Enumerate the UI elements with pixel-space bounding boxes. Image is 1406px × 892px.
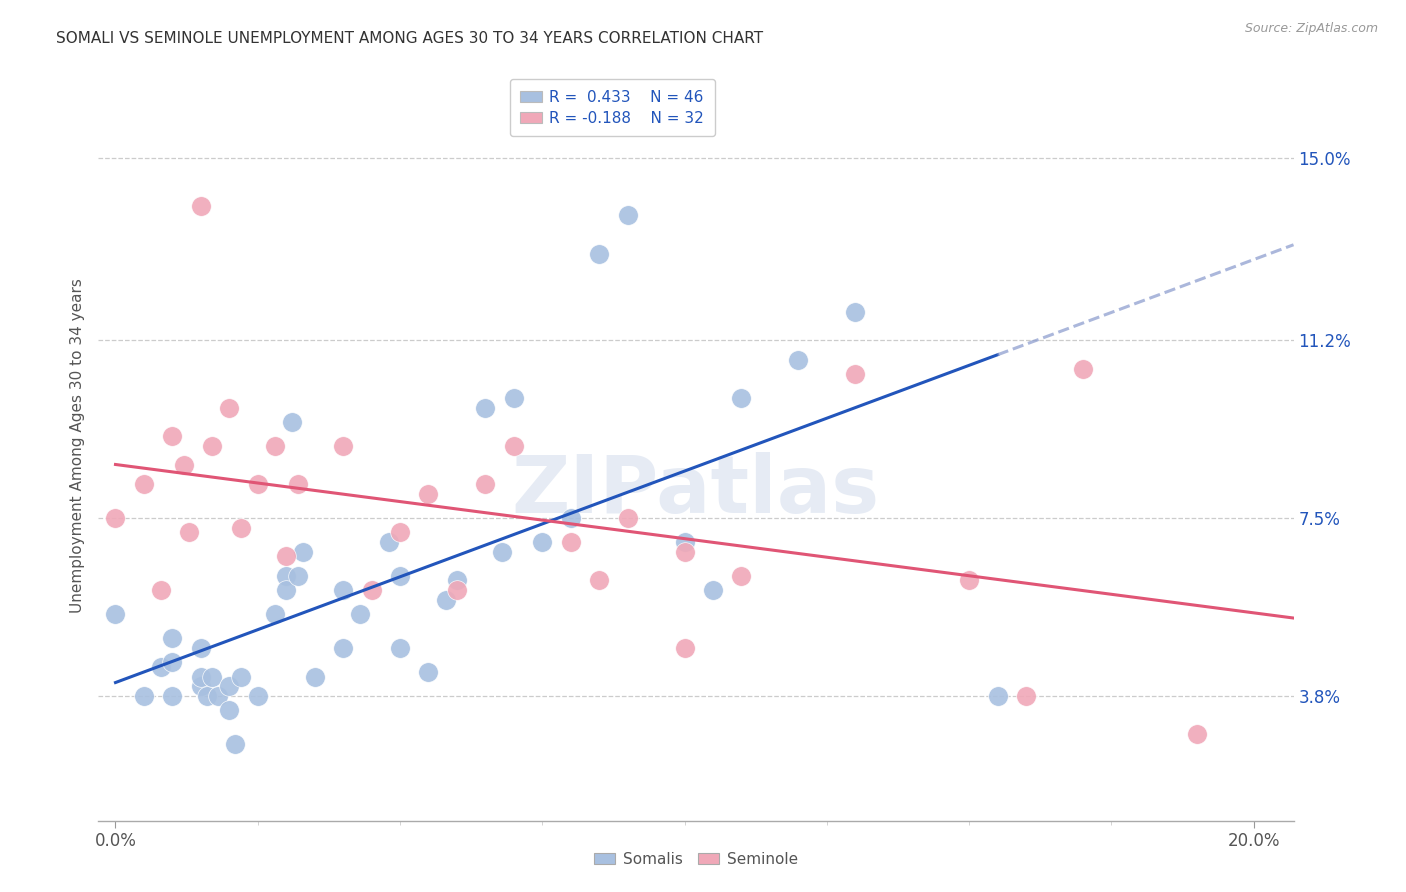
Point (844, 367, 866, 381)
Point (287, 568, 309, 582)
Point (195, 689, 218, 703)
Point (389, 640, 412, 655)
Point (229, 521, 252, 535)
Point (673, 544, 696, 558)
Point (218, 401, 240, 415)
Point (104, 607, 127, 621)
Point (263, 607, 285, 621)
Point (332, 640, 354, 655)
Point (276, 549, 298, 564)
Point (377, 535, 399, 549)
Point (418, 665, 440, 679)
Point (332, 583, 354, 598)
Point (560, 535, 582, 549)
Text: Source: ZipAtlas.com: Source: ZipAtlas.com (1244, 22, 1378, 36)
Point (418, 487, 440, 501)
Point (190, 640, 212, 655)
Point (263, 439, 285, 453)
Point (616, 511, 638, 525)
Point (474, 401, 496, 415)
Point (276, 583, 298, 598)
Point (1015, 689, 1038, 703)
Point (474, 477, 496, 491)
Point (673, 535, 696, 549)
Text: SOMALI VS SEMINOLE UNEMPLOYMENT AMONG AGES 30 TO 34 YEARS CORRELATION CHART: SOMALI VS SEMINOLE UNEMPLOYMENT AMONG AG… (56, 31, 763, 46)
Point (287, 477, 309, 491)
Point (588, 247, 610, 261)
Point (173, 458, 195, 473)
Point (190, 199, 212, 213)
Point (588, 574, 610, 588)
Point (349, 607, 371, 621)
Point (502, 439, 524, 453)
Point (434, 592, 457, 607)
Point (162, 689, 184, 703)
Point (673, 640, 696, 655)
Point (702, 583, 724, 598)
Point (162, 655, 184, 669)
Point (389, 568, 412, 582)
Point (531, 535, 554, 549)
Point (150, 583, 173, 598)
Point (446, 583, 468, 598)
Point (162, 631, 184, 645)
Point (179, 525, 201, 540)
Point (730, 568, 752, 582)
Point (292, 544, 315, 558)
Point (502, 391, 524, 405)
Point (150, 660, 173, 674)
Point (560, 511, 582, 525)
Point (360, 583, 382, 598)
Point (281, 415, 304, 429)
Point (207, 689, 229, 703)
Point (844, 304, 866, 318)
Point (190, 679, 212, 693)
Legend: Somalis, Seminole: Somalis, Seminole (588, 846, 804, 873)
Point (730, 391, 752, 405)
Point (201, 669, 224, 683)
Point (1185, 727, 1208, 741)
Point (491, 544, 513, 558)
Point (132, 477, 155, 491)
Point (332, 439, 354, 453)
Point (201, 439, 224, 453)
Point (987, 689, 1010, 703)
Point (218, 679, 240, 693)
Point (224, 737, 246, 751)
Point (218, 703, 240, 717)
Point (787, 352, 810, 367)
Point (229, 669, 252, 683)
Point (389, 525, 412, 540)
Point (304, 669, 326, 683)
Point (132, 689, 155, 703)
Point (276, 568, 298, 582)
Point (246, 477, 269, 491)
Y-axis label: Unemployment Among Ages 30 to 34 years: Unemployment Among Ages 30 to 34 years (69, 278, 84, 614)
Point (104, 511, 127, 525)
Point (616, 209, 638, 223)
Point (1071, 362, 1094, 376)
Point (190, 669, 212, 683)
Point (957, 574, 980, 588)
Point (446, 574, 468, 588)
Text: ZIPatlas: ZIPatlas (512, 452, 880, 530)
Point (246, 689, 269, 703)
Point (162, 429, 184, 443)
